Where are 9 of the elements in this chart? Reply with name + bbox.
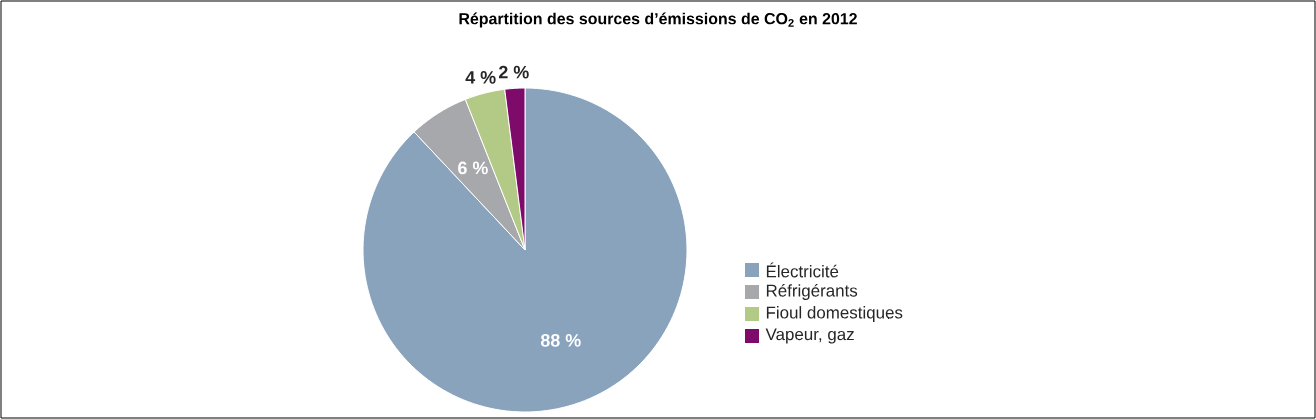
data-label: 88 % bbox=[540, 334, 581, 347]
data-label: 2 % bbox=[498, 65, 529, 79]
data-label: 4 % bbox=[465, 71, 496, 84]
legend-label: Électricité bbox=[766, 262, 839, 278]
chart-title: Répartition des sources d’émissions de CO$_{2}$ en 2012 bbox=[459, 12, 857, 28]
legend-label: Réfrigérants bbox=[766, 284, 858, 300]
data-label: 6 % bbox=[458, 161, 488, 175]
legend-label: Vapeur, gaz bbox=[765, 328, 854, 344]
legend-label: Fioul domestiques bbox=[766, 306, 903, 322]
